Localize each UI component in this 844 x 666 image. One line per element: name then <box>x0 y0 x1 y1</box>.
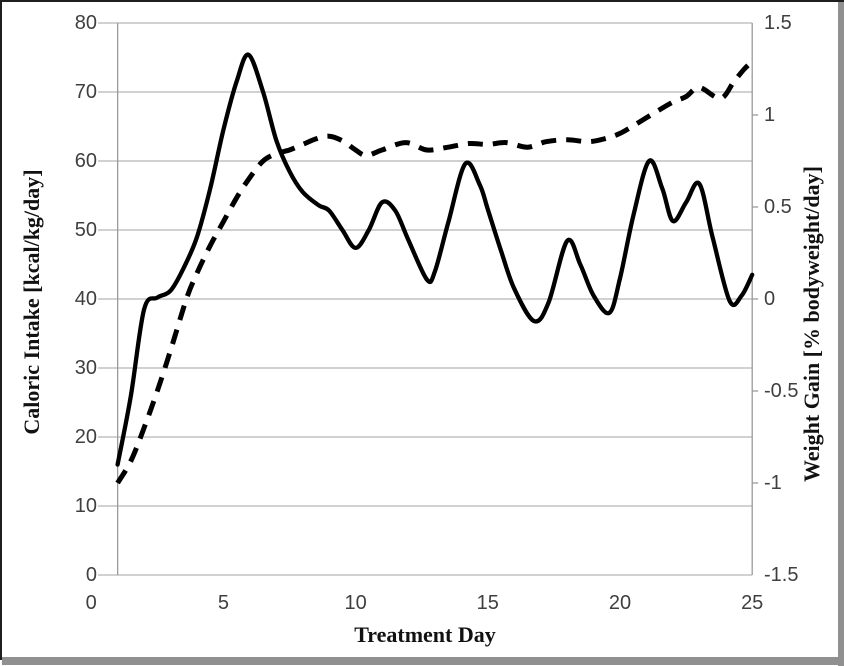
frame-bottom-edge <box>2 657 838 665</box>
right-axis-tick-label: -1 <box>764 472 782 494</box>
left-axis-tick-label: 80 <box>74 12 97 34</box>
right-axis-tick-label: -1.5 <box>764 564 799 586</box>
x-axis-tick-label: 15 <box>476 592 499 614</box>
left-axis-tick-label: 10 <box>74 495 97 517</box>
left-axis-tick-label: 40 <box>74 288 97 310</box>
left-axis-tick-label: 30 <box>74 357 97 379</box>
x-axis-title: Treatment Day <box>354 622 496 647</box>
left-axis-tick-label: 50 <box>74 219 97 241</box>
x-axis-tick-label: 0 <box>85 592 97 614</box>
series-line-caloric-intake <box>115 52 755 467</box>
right-axis-tick-label: 1 <box>764 104 776 126</box>
frame-left-edge <box>0 0 2 660</box>
left-axis-tick-label: 20 <box>74 426 97 448</box>
right-axis-tick-label: 0.5 <box>764 196 792 218</box>
right-axis-tick-label: 1.5 <box>764 12 792 34</box>
right-axis-tick-label: 0 <box>764 288 776 310</box>
left-axis-tick-label: 70 <box>74 81 97 103</box>
x-axis-tick-label: 20 <box>608 592 632 614</box>
x-axis-tick-label: 5 <box>217 592 229 614</box>
left-axis-tick-label: 60 <box>74 150 97 172</box>
left-axis-tick-label: 0 <box>85 564 97 586</box>
x-axis-tick-label: 10 <box>344 592 367 614</box>
x-axis-tick-label: 25 <box>741 592 764 614</box>
right-axis-title: Weight Gain [% bodyweight/day] <box>799 166 824 482</box>
frame-top-edge <box>0 0 844 2</box>
right-axis-tick-label: -0.5 <box>764 380 799 402</box>
series-line-weight-gain <box>115 59 754 485</box>
left-axis-title: Caloric Intake [kcal/kg/day] <box>19 169 44 435</box>
frame-right-edge <box>838 2 844 666</box>
